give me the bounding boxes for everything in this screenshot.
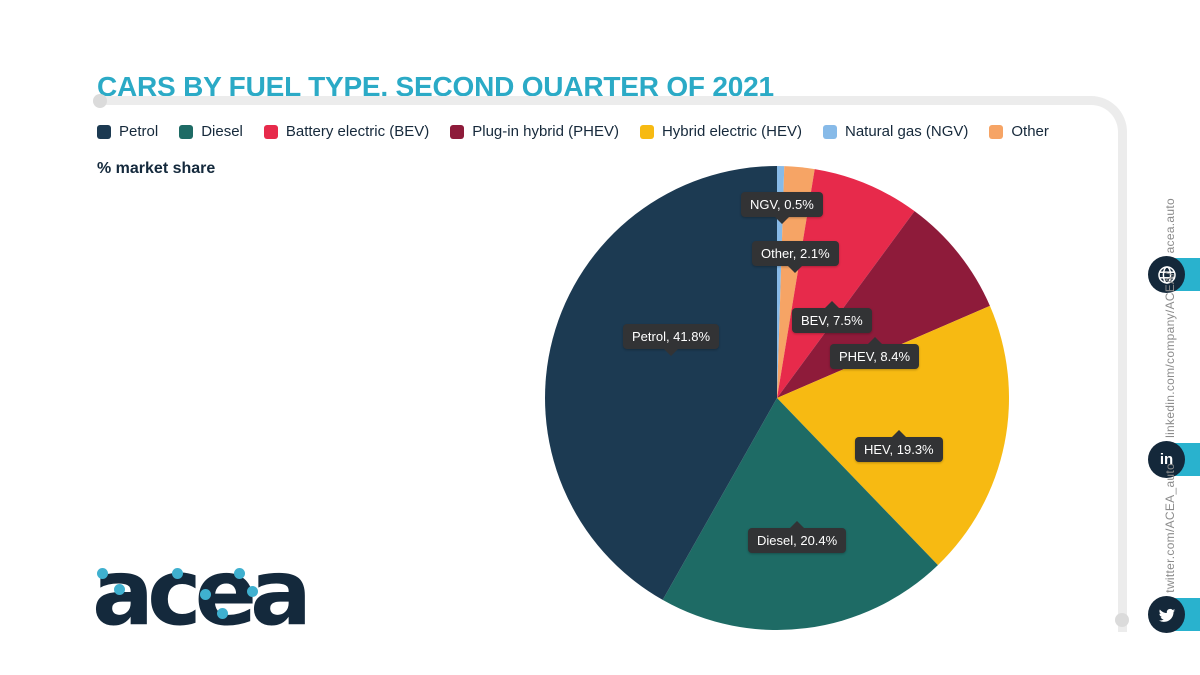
social-label-twitter: twitter.com/ACEA_auto bbox=[1163, 463, 1177, 593]
legend-swatch bbox=[179, 124, 194, 139]
data-label-hev: HEV, 19.3% bbox=[855, 430, 943, 462]
legend-item-petrol: Petrol bbox=[97, 123, 158, 140]
legend-label: Diesel bbox=[201, 123, 243, 140]
social-link-twitter[interactable] bbox=[1148, 596, 1200, 633]
data-label-phev: PHEV, 8.4% bbox=[830, 337, 920, 369]
linkedin-icon: in bbox=[1159, 451, 1174, 468]
data-label-bev: BEV, 7.5% bbox=[792, 301, 872, 333]
frame-dot-start bbox=[93, 94, 107, 108]
social-label-globe: acea.auto bbox=[1163, 197, 1177, 253]
twitter-icon bbox=[1158, 608, 1175, 622]
legend-item-hybrid-electric-hev: Hybrid electric (HEV) bbox=[639, 123, 802, 140]
social-icon-circle[interactable] bbox=[1148, 256, 1185, 293]
pie-slice-petrol bbox=[545, 166, 777, 600]
social-link-globe[interactable] bbox=[1148, 256, 1200, 293]
social-icon-circle[interactable]: in bbox=[1148, 441, 1185, 478]
data-label-ngv: NGV, 0.5% bbox=[741, 192, 823, 224]
social-label-linkedin: linkedin.com/company/ACEA/ bbox=[1163, 272, 1177, 438]
legend-label: Hybrid electric (HEV) bbox=[661, 123, 802, 140]
pie-slice-diesel bbox=[662, 398, 938, 630]
legend-label: Petrol bbox=[119, 123, 159, 140]
logo-dot bbox=[217, 608, 228, 619]
logo-dot bbox=[97, 568, 108, 579]
legend-swatch bbox=[989, 124, 1004, 139]
social-link-linkedin[interactable]: in bbox=[1148, 441, 1200, 478]
legend-item-plug-in-hybrid-phev: Plug-in hybrid (PHEV) bbox=[450, 123, 619, 140]
legend-item-natural-gas-ngv: Natural gas (NGV) bbox=[823, 123, 968, 140]
pie-slice-ngv bbox=[777, 166, 785, 398]
legend-label: Battery electric (BEV) bbox=[285, 123, 430, 140]
legend-item-diesel: Diesel bbox=[179, 123, 243, 140]
pie-chart bbox=[545, 166, 1009, 630]
globe-icon bbox=[1157, 265, 1176, 284]
data-label-other: Other, 2.1% bbox=[752, 241, 839, 273]
legend-item-other: Other bbox=[989, 123, 1049, 140]
corner-frame bbox=[97, 96, 1127, 632]
acea-logo: acea bbox=[92, 547, 312, 639]
pie-slice-bev bbox=[777, 169, 915, 398]
legend: Petrol Diesel Battery electric (BEV) Plug-i… bbox=[97, 123, 1049, 140]
logo-dot bbox=[114, 584, 125, 595]
legend-swatch bbox=[823, 124, 837, 139]
legend-label: Other bbox=[1011, 123, 1049, 140]
social-icon-circle[interactable] bbox=[1148, 596, 1185, 633]
logo-dot bbox=[247, 586, 258, 597]
legend-swatch bbox=[263, 124, 278, 139]
data-label-diesel: Diesel, 20.4% bbox=[748, 521, 847, 553]
legend-swatch bbox=[97, 124, 111, 139]
legend-swatch bbox=[639, 124, 654, 139]
legend-swatch bbox=[450, 124, 465, 139]
logo-dot bbox=[234, 568, 245, 579]
frame-dot-end bbox=[1115, 613, 1129, 627]
legend-label: Plug-in hybrid (PHEV) bbox=[472, 123, 619, 140]
chart-units-label: % market share bbox=[97, 160, 216, 177]
legend-label: Natural gas (NGV) bbox=[845, 123, 969, 140]
legend-item-battery-electric-bev: Battery electric (BEV) bbox=[263, 123, 430, 140]
data-label-petrol: Petrol, 41.8% bbox=[623, 324, 720, 356]
logo-dot bbox=[172, 568, 183, 579]
logo-dot bbox=[200, 589, 211, 600]
pie-slice-other bbox=[777, 166, 815, 398]
